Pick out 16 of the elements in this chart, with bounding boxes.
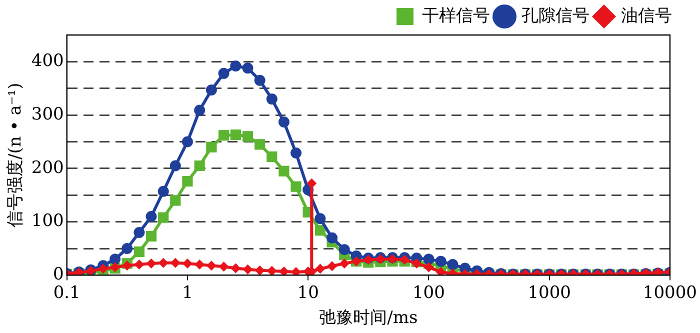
y-tick-label: 200 [31, 158, 64, 178]
x-axis-title: 弛豫时间/ms [319, 308, 418, 328]
legend-label: 油信号 [621, 6, 672, 26]
x-tick-label: 100 [412, 282, 445, 303]
x-tick-label: 1 [182, 282, 193, 303]
legend-label: 干样信号 [422, 6, 490, 26]
y-tick-label: 100 [31, 211, 64, 232]
legend-label: 孔隙信号 [522, 6, 590, 26]
y-tick-label: 300 [31, 104, 64, 124]
x-tick-label: 0.1 [53, 282, 80, 303]
y-tick-label: 0 [53, 264, 64, 285]
x-tick-label: 1000 [528, 282, 571, 303]
x-tick-label: 10000 [642, 282, 698, 303]
x-tick-label: 10 [297, 282, 319, 303]
y-tick-label: 400 [31, 51, 64, 72]
y-axis-title: 信号强度/(n • a⁻¹) [6, 82, 26, 228]
